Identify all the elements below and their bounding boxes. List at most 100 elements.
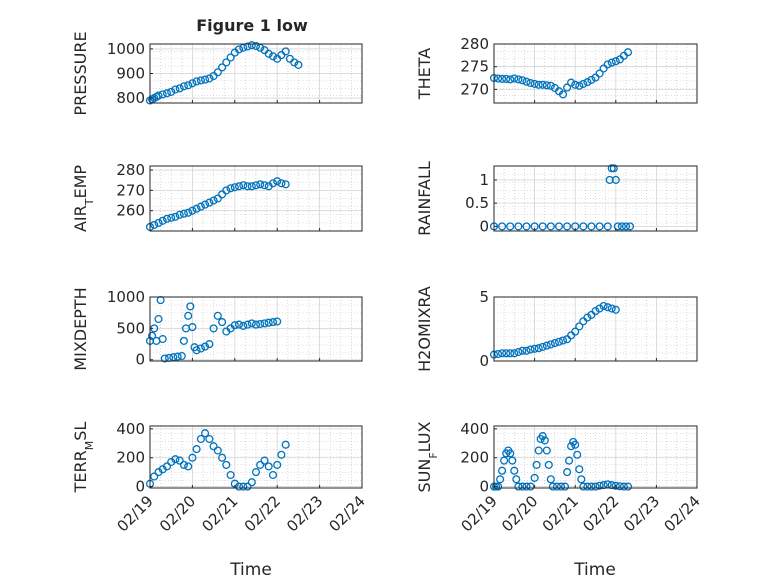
data-point xyxy=(184,462,193,471)
data-point xyxy=(575,465,584,474)
data-point xyxy=(522,222,531,231)
data-point xyxy=(621,222,631,231)
x-tick-label: 02/20 xyxy=(498,492,541,535)
axes-frame xyxy=(149,296,363,362)
y-tick-label: 0 xyxy=(479,352,489,370)
data-point xyxy=(150,220,159,229)
data-point xyxy=(514,482,523,491)
data-point xyxy=(213,194,222,203)
y-tick-label: 400 xyxy=(116,420,145,438)
data-point xyxy=(268,470,278,480)
data-point xyxy=(554,222,564,231)
data-point xyxy=(205,198,214,207)
data-point xyxy=(530,79,539,88)
data-point xyxy=(173,352,182,361)
data-point xyxy=(538,80,547,89)
data-point xyxy=(148,331,157,340)
data-point xyxy=(623,48,633,57)
axes-frame xyxy=(493,296,698,362)
data-point xyxy=(556,482,566,491)
y-axis-label-theta: THETA xyxy=(415,48,434,100)
data-point xyxy=(277,179,286,188)
data-point xyxy=(514,222,523,231)
data-point xyxy=(201,75,210,84)
data-point xyxy=(230,183,239,192)
data-point xyxy=(506,449,515,458)
x-tick-label: 02/24 xyxy=(661,492,704,535)
data-point xyxy=(514,347,523,357)
data-point xyxy=(177,351,186,361)
data-point xyxy=(273,460,282,469)
data-point xyxy=(256,319,265,329)
data-point xyxy=(595,222,604,231)
data-point xyxy=(162,462,172,471)
x-axis-label-right: Time xyxy=(573,560,616,580)
x-tick-label: 02/22 xyxy=(579,492,622,535)
data-point xyxy=(583,313,592,322)
data-point xyxy=(243,320,252,329)
data-point xyxy=(196,434,205,444)
data-point xyxy=(583,78,592,87)
data-point xyxy=(154,314,163,324)
data-point xyxy=(209,324,218,333)
data-point xyxy=(218,63,227,72)
data-point xyxy=(605,175,614,184)
data-point xyxy=(162,214,172,223)
data-point xyxy=(498,349,507,358)
y-tick-label: 275 xyxy=(460,58,489,76)
y-tick-label: 900 xyxy=(116,65,145,83)
data-point xyxy=(532,460,541,469)
data-point xyxy=(538,432,547,441)
data-point xyxy=(542,341,551,350)
data-point xyxy=(615,482,624,491)
data-point xyxy=(558,90,568,99)
subplot-mixdepth: 0 500 1000 MIXDEPTH xyxy=(71,287,363,371)
data-point xyxy=(522,346,531,355)
subplot-rainfall: 0 0.5 1 RAINFALL xyxy=(415,161,698,236)
data-point xyxy=(565,456,574,465)
data-point xyxy=(160,354,169,363)
x-tick-label: 02/19 xyxy=(458,492,501,535)
data-point xyxy=(526,482,535,491)
data-point xyxy=(540,436,549,445)
data-point xyxy=(611,57,620,66)
data-point xyxy=(560,482,570,491)
subplot-theta: 270 275 280 THETA xyxy=(415,35,698,104)
data-point xyxy=(188,323,197,332)
data-point xyxy=(603,60,612,69)
subplot-terr-msl: 0 200 400 TERRMSL 02/19 02/20 02/21 02/22 02/23 0… xyxy=(71,420,369,536)
data-point xyxy=(226,53,235,62)
data-point xyxy=(546,81,555,90)
data-point xyxy=(550,339,559,348)
y-tick-label: 280 xyxy=(460,35,489,53)
data-point xyxy=(571,327,580,336)
data-point xyxy=(579,222,588,231)
data-point xyxy=(552,482,561,491)
data-point xyxy=(510,349,519,358)
data-point xyxy=(247,41,256,50)
y-tick-label: 280 xyxy=(116,161,145,179)
data-point xyxy=(530,344,539,353)
y-tick-label: 270 xyxy=(460,80,489,98)
data-point xyxy=(251,181,261,190)
data-point xyxy=(534,344,543,353)
subplot-sun-flux: 0 200 400 SUNFLUX 02/1902/2002/2102/2202/230… xyxy=(415,420,704,536)
data-point xyxy=(577,475,586,484)
y-tick-label: 5 xyxy=(479,288,489,306)
data-point xyxy=(256,460,265,469)
y-axis-label-pressure: PRESSURE xyxy=(71,31,90,115)
data-point xyxy=(567,442,576,451)
x-tick-label: 02/19 xyxy=(114,492,157,535)
data-point xyxy=(546,340,555,349)
data-point xyxy=(192,445,201,454)
data-point xyxy=(502,74,511,83)
data-point xyxy=(595,481,604,490)
subplot-air-temp: 260 270 280 AIRTEMP xyxy=(71,161,363,232)
data-point xyxy=(154,218,163,227)
figure-title: Figure 1 low xyxy=(196,16,308,35)
data-point xyxy=(510,74,519,83)
data-point xyxy=(239,181,248,190)
x-tick-label: 02/24 xyxy=(326,492,369,535)
y-tick-label: 200 xyxy=(460,449,489,467)
data-point xyxy=(260,456,269,465)
